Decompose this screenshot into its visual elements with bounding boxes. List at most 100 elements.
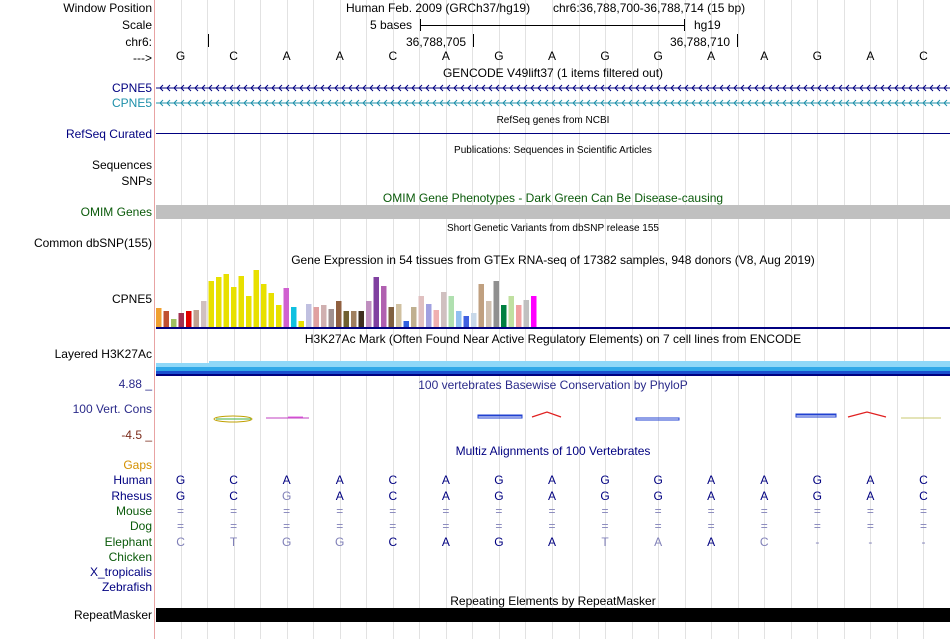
gtex-tissue-bar[interactable] bbox=[381, 286, 387, 327]
gtex-tissue-bar[interactable] bbox=[523, 300, 530, 327]
gtex-tissue-bar[interactable] bbox=[433, 310, 440, 327]
gtex-tissue-bar[interactable] bbox=[216, 277, 222, 327]
gtex-tissue-bar[interactable] bbox=[463, 316, 470, 327]
publications-track-title[interactable]: Publications: Sequences in Scientific Ar… bbox=[454, 145, 652, 156]
gtex-tissue-bar[interactable] bbox=[171, 319, 177, 327]
gtex-tissue-bar[interactable] bbox=[156, 308, 162, 327]
gtex-tissue-bar[interactable] bbox=[276, 305, 282, 327]
gtex-tissue-bar[interactable] bbox=[336, 301, 342, 327]
gencode-gene-1[interactable] bbox=[156, 82, 950, 94]
repeatmasker-track-title[interactable]: Repeating Elements by RepeatMasker bbox=[450, 594, 656, 608]
gtex-tissue-bar[interactable] bbox=[508, 296, 515, 327]
gtex-tissue-bar[interactable] bbox=[343, 311, 350, 327]
repeatmasker-element[interactable] bbox=[156, 608, 950, 622]
gtex-tissue-bar[interactable] bbox=[201, 301, 207, 327]
h3k27ac-layer-d bbox=[156, 371, 950, 374]
gtex-tissue-bar[interactable] bbox=[186, 311, 192, 327]
gtex-tissue-bar[interactable] bbox=[388, 307, 395, 327]
omim-track-title[interactable]: OMIM Gene Phenotypes - Dark Green Can Be… bbox=[382, 191, 724, 205]
refseq-track-label[interactable]: RefSeq Curated bbox=[65, 127, 152, 141]
gtex-tissue-bar[interactable] bbox=[531, 296, 537, 327]
gencode-gene-2[interactable] bbox=[156, 97, 950, 109]
gtex-tissue-bar[interactable] bbox=[246, 296, 252, 327]
h3k27ac-track-title[interactable]: H3K27Ac Mark (Often Found Near Active Re… bbox=[304, 332, 802, 346]
gtex-tissue-bar[interactable] bbox=[486, 301, 492, 327]
gtex-tissue-bar[interactable] bbox=[411, 307, 417, 327]
gtex-tissue-bar[interactable] bbox=[493, 281, 500, 327]
h3k27ac-track-label[interactable]: Layered H3K27Ac bbox=[54, 347, 152, 361]
sequences-label[interactable]: Sequences bbox=[91, 158, 152, 172]
alignment-base: A bbox=[547, 534, 556, 549]
gtex-tissue-bar[interactable] bbox=[426, 304, 432, 327]
omim-track-label[interactable]: OMIM Genes bbox=[80, 205, 152, 219]
gtex-tissue-bar[interactable] bbox=[441, 292, 447, 327]
gtex-tissue-bar[interactable] bbox=[403, 321, 410, 327]
gtex-tissue-bar[interactable] bbox=[253, 270, 260, 327]
gtex-tissue-bar[interactable] bbox=[456, 311, 462, 327]
gtex-bar-chart[interactable] bbox=[156, 270, 950, 330]
conservation-track-label[interactable]: 100 Vert. Cons bbox=[72, 402, 152, 416]
grid-line bbox=[817, 0, 818, 639]
scale-label: Scale bbox=[121, 18, 152, 32]
dbsnp-track-title[interactable]: Short Genetic Variants from dbSNP releas… bbox=[447, 223, 659, 234]
gtex-tissue-bar[interactable] bbox=[418, 296, 425, 327]
gtex-tissue-bar[interactable] bbox=[351, 311, 357, 327]
gtex-tissue-bar[interactable] bbox=[283, 288, 290, 327]
gtex-tissue-bar[interactable] bbox=[208, 281, 215, 327]
gtex-tissue-bar[interactable] bbox=[298, 321, 305, 327]
gtex-tissue-bar[interactable] bbox=[478, 284, 485, 327]
species-label[interactable]: X_tropicalis bbox=[89, 565, 152, 580]
gencode-item-label-2[interactable]: CPNE5 bbox=[111, 96, 152, 110]
gtex-tissue-bar[interactable] bbox=[193, 310, 200, 327]
position-text[interactable]: chr6:36,788,700-36,788,714 (15 bp) bbox=[553, 1, 746, 15]
base-letter: A bbox=[760, 49, 769, 63]
gtex-tissue-bar[interactable] bbox=[238, 276, 245, 327]
gtex-tissue-bar[interactable] bbox=[231, 287, 237, 327]
species-label[interactable]: Elephant bbox=[104, 534, 152, 549]
species-label[interactable]: Chicken bbox=[108, 549, 152, 564]
gtex-gene-label[interactable]: CPNE5 bbox=[111, 292, 152, 306]
gtex-tissue-bar[interactable] bbox=[306, 304, 312, 327]
gtex-tissue-bar[interactable] bbox=[291, 307, 297, 327]
species-label[interactable]: Gaps bbox=[123, 458, 152, 472]
grid-line bbox=[870, 0, 871, 639]
conservation-wiggle[interactable] bbox=[156, 405, 950, 430]
gtex-tissue-bar[interactable] bbox=[321, 305, 327, 327]
gtex-tissue-bar[interactable] bbox=[516, 305, 522, 327]
species-label[interactable]: Human bbox=[113, 473, 152, 488]
repeatmasker-track-label[interactable]: RepeatMasker bbox=[73, 608, 152, 622]
gtex-tissue-bar[interactable] bbox=[358, 311, 365, 327]
gtex-tissue-bar[interactable] bbox=[163, 311, 170, 327]
grid-line bbox=[579, 0, 580, 639]
gencode-item-label-1[interactable]: CPNE5 bbox=[111, 81, 152, 95]
omim-gene-bar[interactable] bbox=[156, 205, 950, 219]
gtex-tissue-bar[interactable] bbox=[471, 313, 477, 327]
chr-tick-label-1: 36,788,705 bbox=[406, 35, 467, 49]
gtex-tissue-bar[interactable] bbox=[223, 274, 230, 327]
refseq-gene-line[interactable] bbox=[156, 133, 950, 134]
chr-tick-2 bbox=[737, 34, 738, 47]
gtex-tissue-bar[interactable] bbox=[366, 301, 372, 327]
multiz-track-title[interactable]: Multiz Alignments of 100 Vertebrates bbox=[455, 444, 651, 458]
snps-label[interactable]: SNPs bbox=[121, 174, 152, 188]
conservation-track-title[interactable]: 100 vertebrates Basewise Conservation by… bbox=[418, 378, 688, 392]
gtex-tissue-bar[interactable] bbox=[501, 305, 507, 327]
gtex-tissue-bar[interactable] bbox=[313, 307, 320, 327]
species-label[interactable]: Dog bbox=[129, 519, 152, 534]
gtex-tissue-bar[interactable] bbox=[328, 309, 335, 327]
alignment-base: = bbox=[654, 503, 662, 518]
gtex-tissue-bar[interactable] bbox=[178, 313, 185, 327]
gencode-track-title[interactable]: GENCODE V49lift37 (1 items filtered out) bbox=[442, 66, 664, 80]
refseq-track-title[interactable]: RefSeq genes from NCBI bbox=[496, 115, 610, 126]
species-label[interactable]: Zebrafish bbox=[101, 580, 152, 595]
species-label[interactable]: Mouse bbox=[115, 503, 152, 518]
dbsnp-track-label[interactable]: Common dbSNP(155) bbox=[33, 236, 152, 250]
gtex-tissue-bar[interactable] bbox=[268, 293, 275, 327]
gtex-track-title[interactable]: Gene Expression in 54 tissues from GTEx … bbox=[291, 253, 815, 267]
gtex-tissue-bar[interactable] bbox=[396, 304, 402, 327]
species-label[interactable]: Rhesus bbox=[111, 488, 152, 503]
grid-line bbox=[897, 0, 898, 639]
gtex-tissue-bar[interactable] bbox=[261, 284, 267, 327]
gtex-tissue-bar[interactable] bbox=[448, 296, 455, 327]
gtex-tissue-bar[interactable] bbox=[373, 277, 380, 327]
